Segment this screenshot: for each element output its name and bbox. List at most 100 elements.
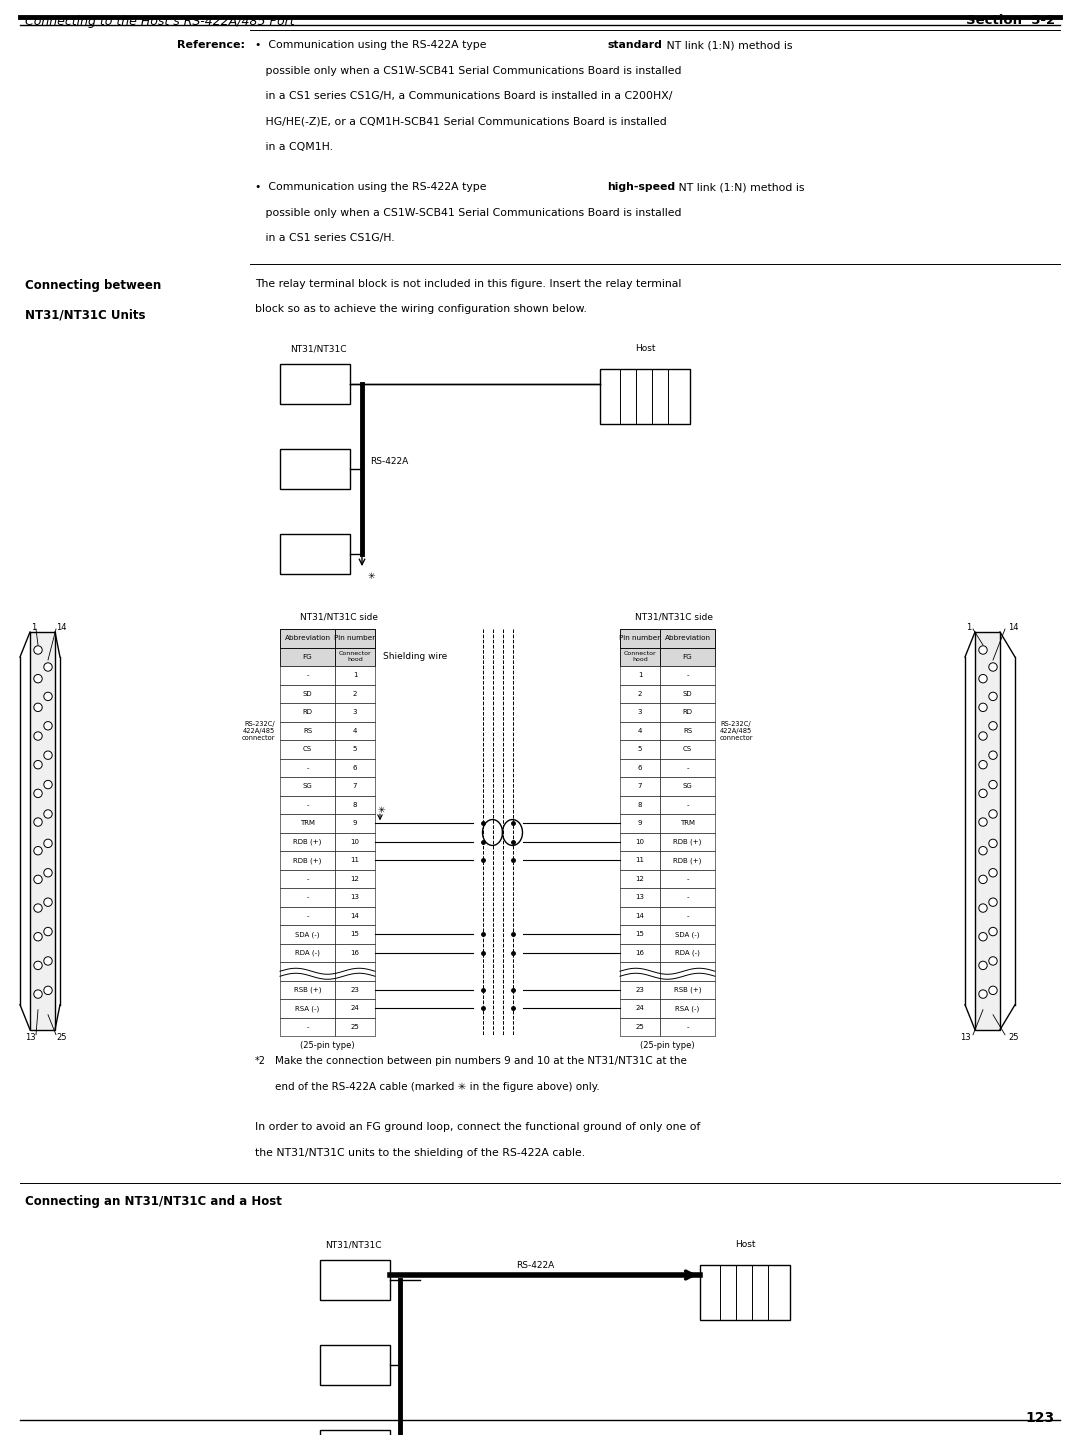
Bar	[620, 851, 660, 870]
Bar	[335, 1017, 375, 1036]
Bar	[280, 795, 335, 814]
Circle shape	[44, 692, 52, 700]
Text: 8: 8	[353, 802, 357, 808]
Text: RDB (+): RDB (+)	[673, 857, 702, 864]
Bar	[335, 943, 375, 961]
Bar	[660, 776, 715, 795]
Bar	[620, 629, 660, 647]
Text: 123: 123	[1026, 1411, 1055, 1425]
Text: -: -	[686, 913, 689, 918]
Circle shape	[989, 663, 997, 672]
Circle shape	[978, 990, 987, 999]
Text: (25-pin type): (25-pin type)	[300, 1040, 355, 1050]
Text: RSA (-): RSA (-)	[675, 1004, 700, 1012]
Bar	[660, 722, 715, 740]
Text: 16: 16	[351, 950, 360, 956]
Bar	[660, 814, 715, 832]
Bar	[660, 703, 715, 722]
Text: HG/HE(-Z)E, or a CQM1H-SCB41 Serial Communications Board is installed: HG/HE(-Z)E, or a CQM1H-SCB41 Serial Comm…	[255, 116, 666, 126]
Text: -: -	[686, 802, 689, 808]
Circle shape	[989, 839, 997, 848]
Bar	[280, 814, 335, 832]
Bar	[280, 907, 335, 926]
Text: (25-pin type): (25-pin type)	[640, 1040, 694, 1050]
Circle shape	[978, 761, 987, 769]
Bar	[335, 722, 375, 740]
Bar	[280, 629, 335, 647]
Bar	[620, 961, 660, 980]
Bar	[320, 1260, 390, 1300]
Text: 5: 5	[638, 746, 643, 752]
Circle shape	[978, 789, 987, 798]
Text: SDA (-): SDA (-)	[295, 931, 320, 937]
Text: 15: 15	[351, 931, 360, 937]
Text: -: -	[686, 875, 689, 881]
Text: 4: 4	[353, 728, 357, 733]
Text: Shielding wire: Shielding wire	[383, 653, 447, 662]
Text: Connector
hood: Connector hood	[623, 651, 657, 662]
Text: high-speed: high-speed	[607, 182, 675, 192]
Text: 1: 1	[30, 623, 36, 631]
Bar	[280, 776, 335, 795]
Text: -: -	[307, 672, 309, 679]
Bar	[660, 943, 715, 961]
Circle shape	[44, 722, 52, 730]
Text: FG: FG	[683, 654, 692, 660]
Text: -: -	[686, 894, 689, 900]
Circle shape	[33, 674, 42, 683]
Bar	[335, 961, 375, 980]
Bar	[335, 776, 375, 795]
Bar	[280, 364, 350, 405]
Text: Host: Host	[735, 1240, 756, 1248]
Circle shape	[33, 761, 42, 769]
Circle shape	[978, 904, 987, 913]
Text: RSB (+): RSB (+)	[674, 986, 701, 993]
Text: 5: 5	[353, 746, 357, 752]
Bar	[620, 907, 660, 926]
Text: 4: 4	[638, 728, 643, 733]
Text: NT31/NT31C Units: NT31/NT31C Units	[25, 309, 146, 321]
Bar	[280, 851, 335, 870]
Bar	[335, 832, 375, 851]
Text: SD: SD	[302, 690, 312, 697]
Text: RDB (+): RDB (+)	[294, 838, 322, 845]
Bar	[280, 703, 335, 722]
Circle shape	[989, 722, 997, 730]
Text: RS-232C/
422A/485
connector: RS-232C/ 422A/485 connector	[242, 720, 275, 740]
Text: -: -	[307, 802, 309, 808]
Text: 1: 1	[638, 672, 643, 679]
Text: NT31/NT31C side: NT31/NT31C side	[635, 611, 713, 621]
Text: 13: 13	[25, 1033, 36, 1042]
Circle shape	[978, 961, 987, 970]
Text: 15: 15	[635, 931, 645, 937]
Text: 24: 24	[636, 1006, 645, 1012]
Circle shape	[989, 751, 997, 759]
Circle shape	[33, 818, 42, 827]
Text: 10: 10	[351, 838, 360, 845]
Bar	[660, 888, 715, 907]
Bar	[660, 980, 715, 999]
Text: SG: SG	[302, 784, 312, 789]
Bar	[620, 722, 660, 740]
Text: 9: 9	[638, 821, 643, 827]
Text: 6: 6	[638, 765, 643, 771]
Circle shape	[989, 692, 997, 700]
Text: 13: 13	[635, 894, 645, 900]
Bar	[280, 722, 335, 740]
Text: 14: 14	[351, 913, 360, 918]
Text: -: -	[307, 913, 309, 918]
Bar	[620, 832, 660, 851]
Bar	[620, 888, 660, 907]
Text: RD: RD	[302, 709, 312, 715]
Bar	[620, 759, 660, 776]
Text: Connecting to the Host’s RS-422A/485 Port: Connecting to the Host’s RS-422A/485 Por…	[25, 14, 295, 27]
Text: 12: 12	[351, 875, 360, 881]
Circle shape	[989, 868, 997, 877]
Bar	[620, 870, 660, 888]
Circle shape	[44, 986, 52, 994]
Text: 23: 23	[635, 987, 645, 993]
Bar	[660, 666, 715, 684]
Circle shape	[44, 927, 52, 936]
Bar	[620, 1017, 660, 1036]
Bar	[335, 684, 375, 703]
